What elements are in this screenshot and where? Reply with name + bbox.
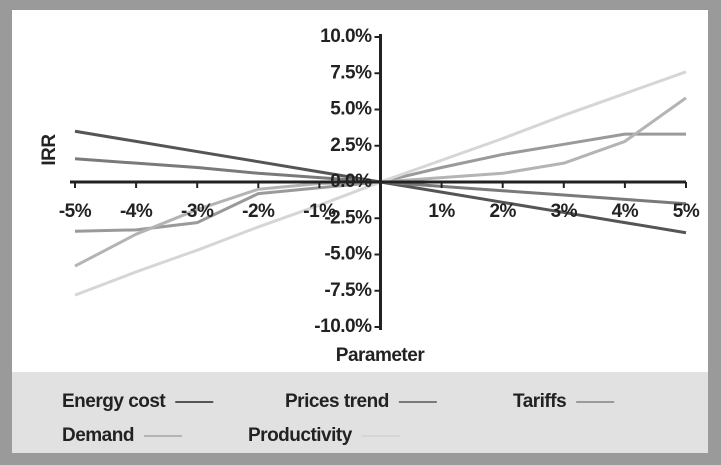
x-tick-label: 3% (551, 201, 578, 222)
y-tick-label: -2.5% (324, 207, 372, 228)
legend-area (12, 372, 708, 453)
y-tick-label: 2.5% (330, 135, 372, 156)
x-tick-label: -4% (120, 201, 153, 222)
x-tick-label: 4% (612, 201, 639, 222)
y-tick-label: -10.0% (314, 316, 372, 337)
legend-label: Tariffs (513, 391, 566, 412)
x-tick-label: -1% (303, 201, 336, 222)
legend-label: Demand (62, 425, 134, 446)
legend-label: Productivity (248, 425, 353, 446)
y-tick-label: 10.0% (320, 26, 372, 47)
y-tick-label: 5.0% (330, 99, 372, 120)
x-tick-label: -5% (59, 201, 92, 222)
y-tick-label: -5.0% (324, 244, 372, 265)
y-tick-label: 7.5% (330, 62, 372, 83)
x-tick-label: 5% (673, 201, 700, 222)
x-axis-label: Parameter (336, 345, 426, 366)
x-tick-label: -3% (181, 201, 214, 222)
y-axis-label: IRR (39, 134, 60, 166)
x-tick-label: 2% (489, 201, 516, 222)
x-tick-label: 1% (428, 201, 455, 222)
y-tick-label: -7.5% (324, 280, 372, 301)
legend-label: Prices trend (285, 391, 389, 412)
legend-label: Energy cost (62, 391, 166, 412)
y-tick-label: 0.0% (330, 171, 372, 192)
x-tick-label: -2% (242, 201, 275, 222)
